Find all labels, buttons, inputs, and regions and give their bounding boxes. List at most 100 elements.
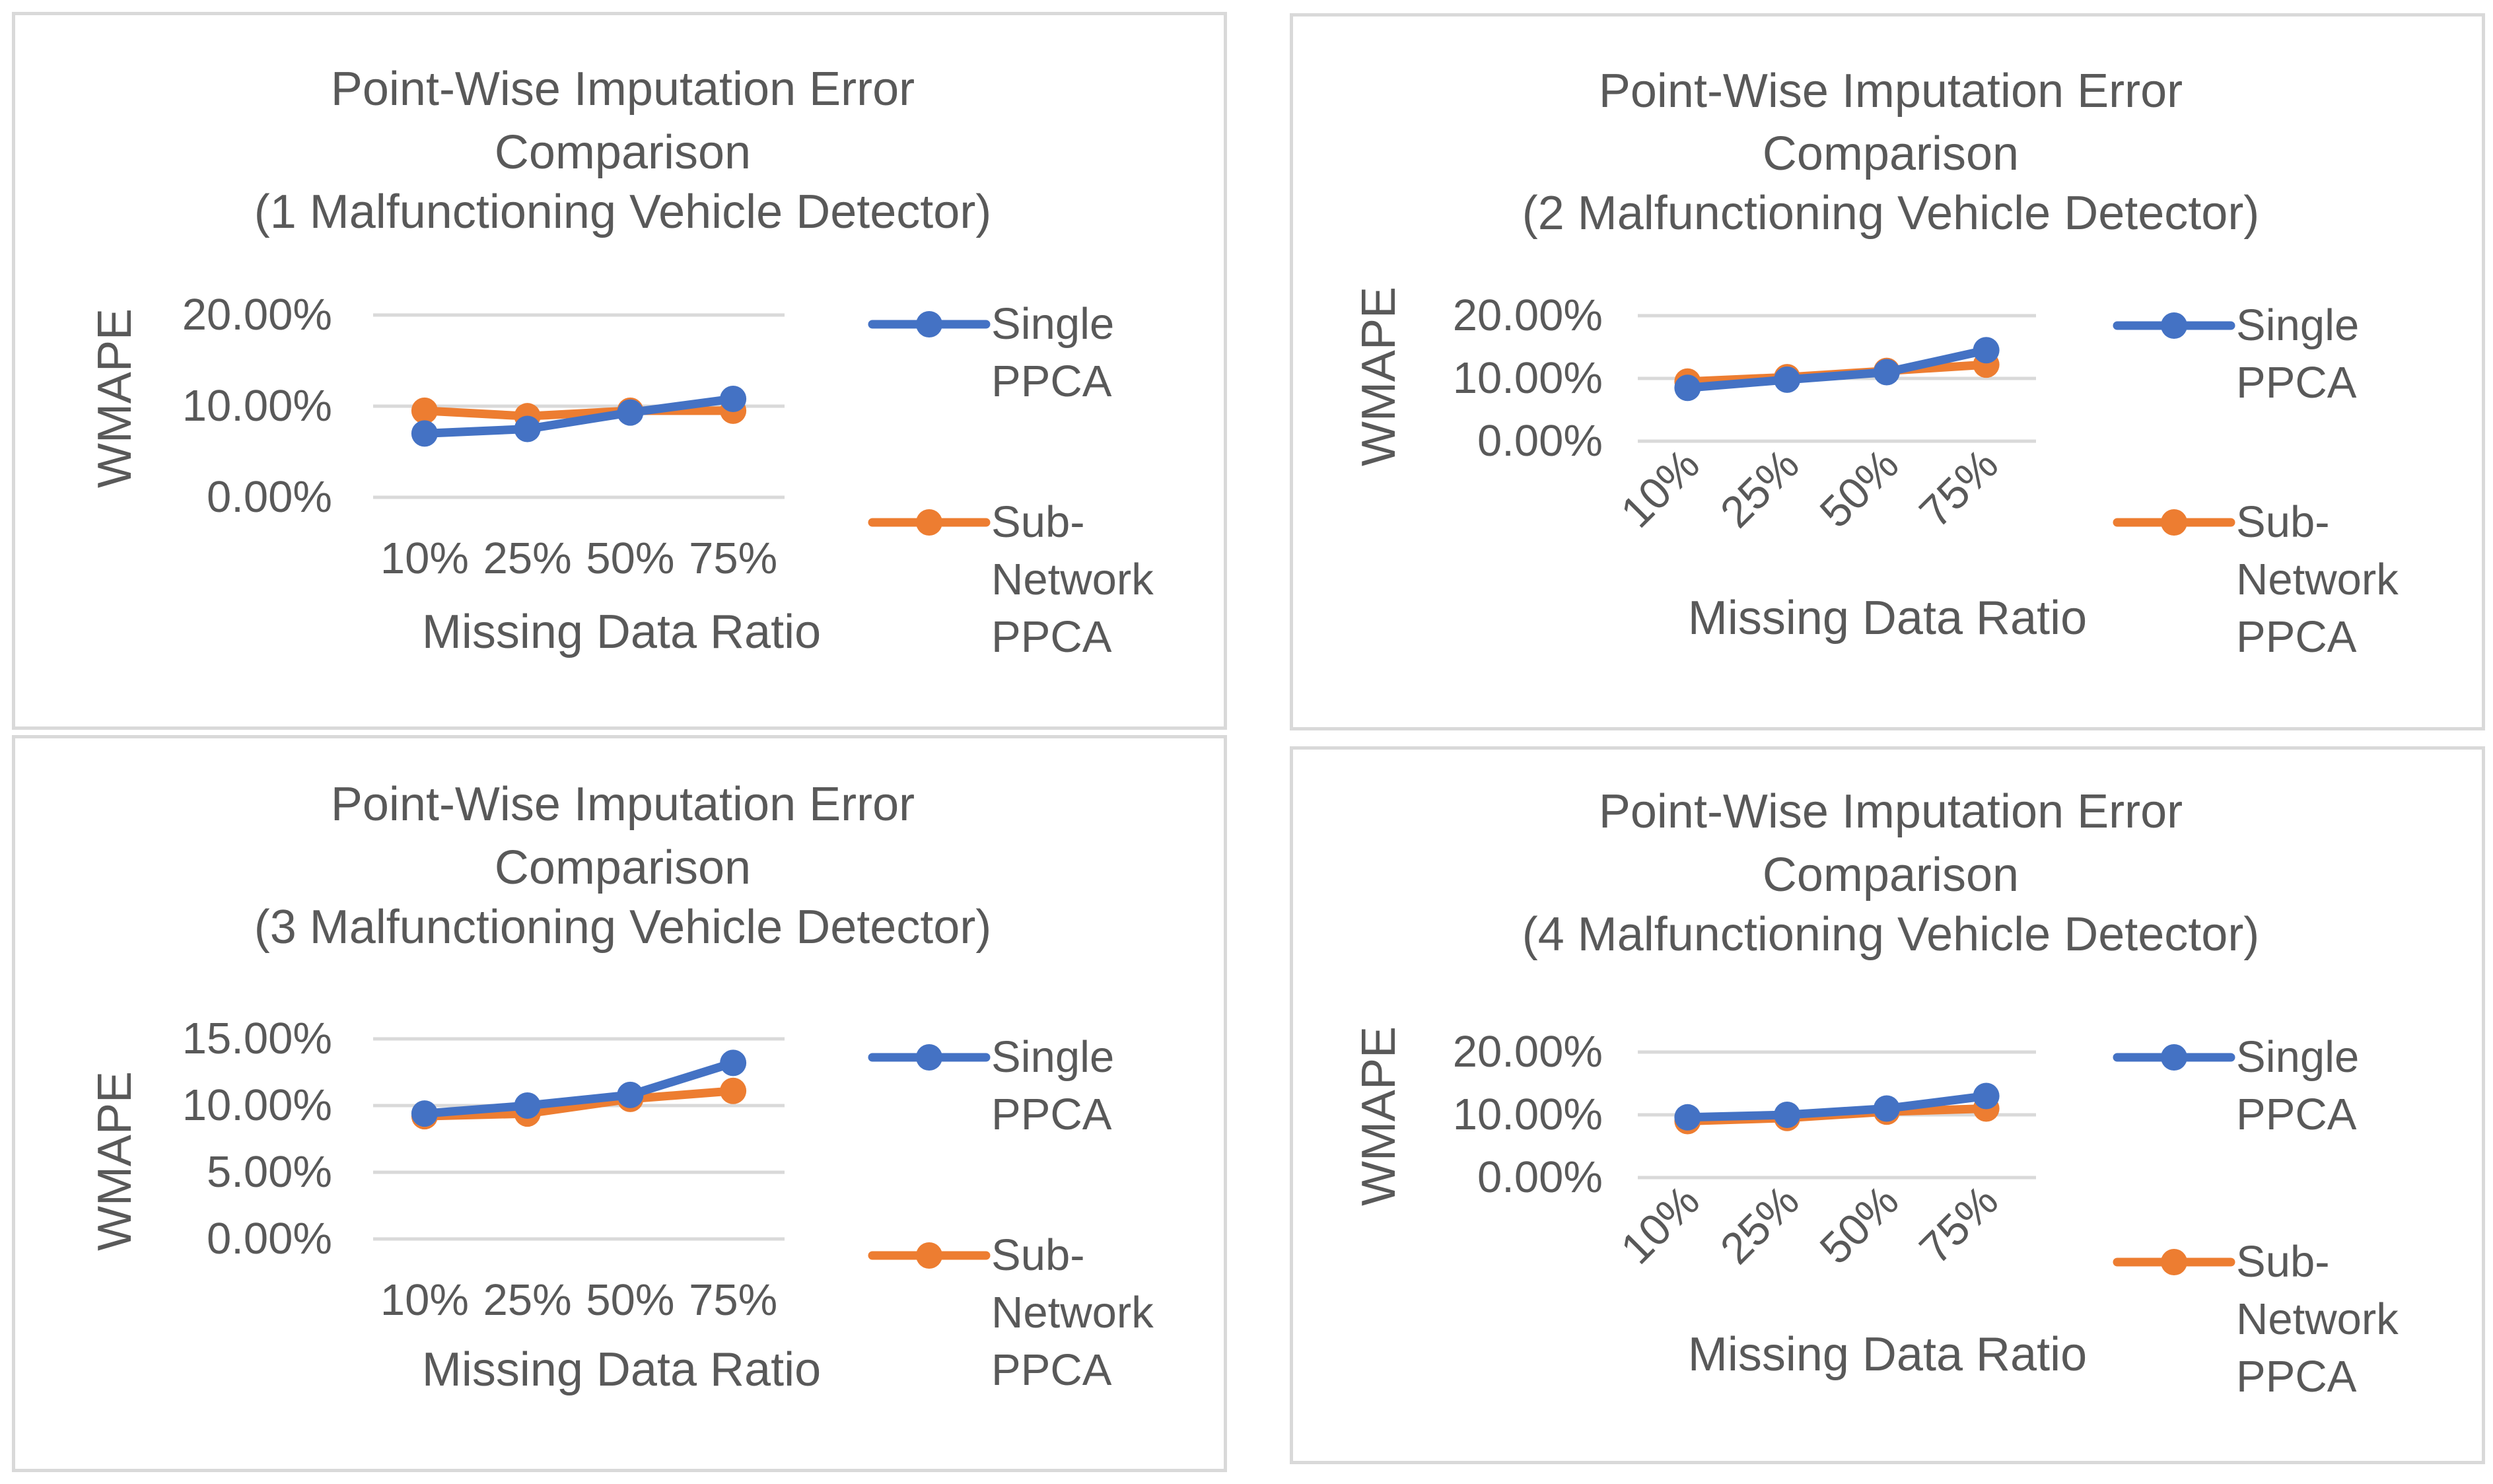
chart-panel-3: Point-Wise Imputation Error Comparison (3 … bbox=[12, 735, 1227, 1472]
series-line bbox=[420, 1086, 738, 1121]
chart-title-line: (1 Malfunctioning Vehicle Detector) bbox=[254, 186, 992, 238]
legend-marker bbox=[916, 509, 942, 536]
data-point-marker bbox=[1674, 1104, 1701, 1131]
data-point-marker bbox=[1873, 359, 1900, 386]
y-tick-label: 0.00% bbox=[1477, 1152, 1603, 1202]
series-line bbox=[420, 406, 738, 421]
chart-panel-2: Point-Wise Imputation Error Comparison (2 … bbox=[1290, 13, 2485, 730]
legend-marker bbox=[2161, 1044, 2187, 1071]
x-tick-label: 10% bbox=[380, 534, 469, 583]
x-tick-label: 75% bbox=[1910, 1176, 2008, 1274]
data-point-marker bbox=[1674, 374, 1701, 402]
data-point-marker bbox=[1774, 366, 1801, 393]
y-tick-label: 20.00% bbox=[1453, 291, 1603, 340]
legend-label: Single bbox=[991, 1032, 1114, 1082]
x-tick-label: 10% bbox=[1611, 1176, 1709, 1274]
legend-marker bbox=[2161, 1249, 2187, 1275]
x-axis-title: Missing Data Ratio bbox=[422, 1343, 821, 1396]
x-tick-label: 50% bbox=[586, 1275, 674, 1325]
y-tick-label: 20.00% bbox=[182, 290, 332, 339]
chart-panel-1: Point-Wise Imputation Error Comparison (1 … bbox=[12, 12, 1227, 730]
y-tick-label: 5.00% bbox=[207, 1147, 332, 1197]
data-point-marker bbox=[1973, 337, 2000, 364]
y-axis-title: WMAPE bbox=[1352, 287, 1405, 466]
data-point-marker bbox=[514, 415, 541, 442]
data-point-marker bbox=[617, 399, 644, 426]
series-line bbox=[1683, 345, 1991, 392]
legend-label: Single bbox=[991, 299, 1114, 349]
x-tick-label: 25% bbox=[1711, 1176, 1809, 1274]
chart-title-line: Comparison bbox=[1763, 849, 2019, 901]
legend-label: Single bbox=[2236, 1032, 2359, 1082]
series-line bbox=[420, 394, 738, 438]
series-line bbox=[420, 1058, 738, 1118]
x-axis-title: Missing Data Ratio bbox=[422, 606, 821, 658]
data-point-marker bbox=[411, 420, 438, 447]
y-tick-label: 10.00% bbox=[1453, 1090, 1603, 1139]
legend-label: PPCA bbox=[991, 1345, 1112, 1395]
x-tick-label: 25% bbox=[1711, 440, 1809, 538]
legend-label: Network bbox=[991, 555, 1154, 604]
legend-marker bbox=[916, 1044, 942, 1071]
legend-label: Sub- bbox=[991, 497, 1085, 547]
legend-label: Single bbox=[2236, 300, 2359, 350]
chart-title-line: Point-Wise Imputation Error bbox=[331, 778, 915, 831]
data-point-marker bbox=[411, 1100, 438, 1127]
legend-label: PPCA bbox=[991, 612, 1112, 662]
chart-title-line: Comparison bbox=[495, 126, 751, 179]
legend-label: Network bbox=[991, 1288, 1154, 1337]
x-tick-label: 75% bbox=[1910, 440, 2008, 538]
legend-marker bbox=[916, 1242, 942, 1269]
y-tick-label: 0.00% bbox=[1477, 416, 1603, 466]
y-tick-label: 10.00% bbox=[1453, 353, 1603, 403]
chart-title-line: (4 Malfunctioning Vehicle Detector) bbox=[1522, 908, 2260, 961]
legend-label: Network bbox=[2236, 1294, 2399, 1344]
legend-label: Sub- bbox=[991, 1230, 1085, 1280]
chart-title-line: Point-Wise Imputation Error bbox=[331, 63, 915, 116]
data-point-marker bbox=[720, 1049, 747, 1077]
legend-label: Sub- bbox=[2236, 497, 2330, 547]
data-point-marker bbox=[411, 397, 438, 424]
legend-label: PPCA bbox=[2236, 1352, 2357, 1401]
x-tick-label: 50% bbox=[1811, 1176, 1909, 1274]
chart-title-line: Point-Wise Imputation Error bbox=[1599, 65, 2183, 118]
x-axis-title: Missing Data Ratio bbox=[1688, 592, 2087, 645]
y-tick-label: 0.00% bbox=[207, 472, 332, 522]
legend-label: PPCA bbox=[2236, 1090, 2357, 1139]
y-axis-title: WMAPE bbox=[1352, 1026, 1405, 1206]
legend-label: PPCA bbox=[2236, 612, 2357, 662]
x-tick-label: 10% bbox=[380, 1275, 469, 1325]
y-tick-label: 0.00% bbox=[207, 1214, 332, 1263]
legend-label: PPCA bbox=[991, 1090, 1112, 1139]
x-axis-title: Missing Data Ratio bbox=[1688, 1328, 2087, 1381]
series-line bbox=[1683, 1092, 1991, 1122]
x-tick-label: 50% bbox=[1811, 440, 1909, 538]
x-tick-label: 75% bbox=[689, 1275, 777, 1325]
chart-title-line: Comparison bbox=[495, 841, 751, 894]
data-point-marker bbox=[720, 1077, 747, 1104]
legend-marker bbox=[916, 311, 942, 337]
data-point-marker bbox=[617, 1081, 644, 1108]
chart-panel-4: Point-Wise Imputation Error Comparison (4 … bbox=[1290, 746, 2485, 1464]
x-tick-label: 25% bbox=[483, 534, 572, 583]
chart-svg-2: Point-Wise Imputation Error Comparison (2 … bbox=[1352, 65, 2399, 662]
legend-label: Network bbox=[2236, 555, 2399, 604]
data-point-marker bbox=[514, 1092, 541, 1119]
chart-title-line: Point-Wise Imputation Error bbox=[1599, 785, 2183, 838]
y-tick-label: 15.00% bbox=[182, 1014, 332, 1063]
legend-marker bbox=[2161, 509, 2187, 536]
data-point-marker bbox=[1973, 1082, 2000, 1110]
legend-marker bbox=[2161, 312, 2187, 339]
x-tick-label: 25% bbox=[483, 1275, 572, 1325]
legend-label: PPCA bbox=[2236, 358, 2357, 407]
legend-label: PPCA bbox=[991, 357, 1112, 406]
chart-title-line: (2 Malfunctioning Vehicle Detector) bbox=[1522, 187, 2260, 240]
y-tick-label: 10.00% bbox=[182, 1080, 332, 1130]
chart-svg-1: Point-Wise Imputation Error Comparison (1 … bbox=[88, 63, 1154, 662]
data-point-marker bbox=[1873, 1095, 1900, 1122]
legend-label: Sub- bbox=[2236, 1237, 2330, 1287]
y-axis-title: WMAPE bbox=[88, 308, 141, 488]
x-tick-label: 75% bbox=[689, 534, 777, 583]
chart-svg-4: Point-Wise Imputation Error Comparison (4 … bbox=[1352, 785, 2399, 1401]
data-point-marker bbox=[1774, 1102, 1801, 1128]
